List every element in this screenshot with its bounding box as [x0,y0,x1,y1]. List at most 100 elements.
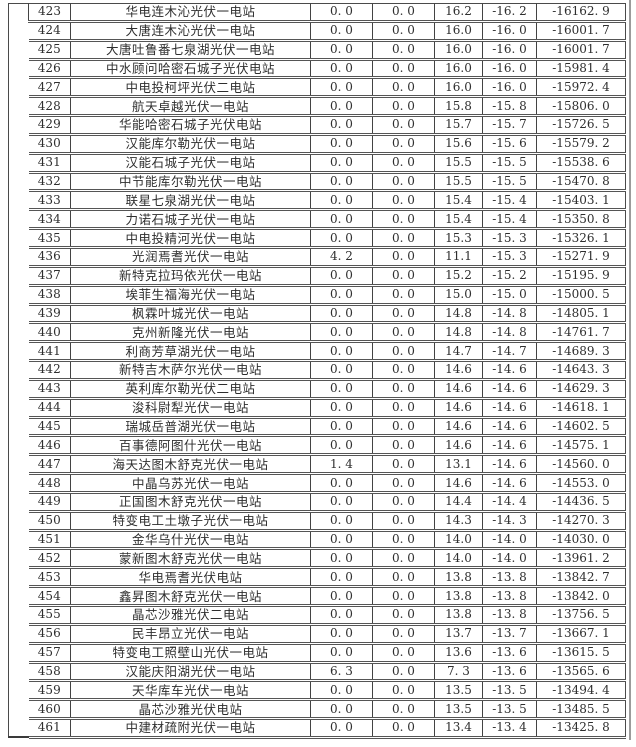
value-col5-cell: -16001. 7 [536,40,626,61]
value-col3-cell: 14.6 [434,473,483,494]
value-col1-cell: 0. 0 [310,548,373,570]
value-col3-cell: 13.8 [434,567,483,589]
value-col5-cell: -14030. 0 [536,530,626,551]
station-name-cell: 大唐吐鲁番七泉湖光伏一电站 [70,40,311,61]
table-row: 453 华电焉耆光伏电站 0. 0 0. 0 13.8 -13. 8 -13842. 7 [9,567,626,589]
value-col4-cell: -14. 8 [482,304,537,325]
value-col2-cell: 0. 0 [372,172,435,193]
value-col1-cell: 0. 0 [310,77,373,99]
row-number-cell: 453 [28,567,71,589]
station-name-cell: 中水顾问哈密石城子光伏电站 [70,59,311,80]
table-row: 427 中电投柯坪光伏二电站 0. 0 0. 0 16.0 -16. 0 -15972. 4 [9,77,626,99]
station-name-cell: 晶芯沙雅光伏电站 [70,699,311,721]
station-name-cell: 枫霖叶城光伏一电站 [70,304,311,325]
value-col4-cell: -13. 8 [482,567,537,589]
value-col2-cell: 0. 0 [372,680,435,702]
value-col1-cell: 0. 0 [310,266,373,287]
value-col4-cell: -14. 6 [482,398,537,419]
value-col5-cell: -13756. 5 [536,605,626,626]
value-col1-cell: 6. 3 [310,662,373,683]
table-row: 430 汉能库尔勒光伏一电站 0. 0 0. 0 15.6 -15. 6 -15579. 2 [9,134,626,155]
value-col2-cell: 0. 0 [372,266,435,287]
value-col1-cell: 0. 0 [310,209,373,231]
table-row: 451 金华乌什光伏一电站 0. 0 0. 0 14.0 -14. 0 -14030. 0 [9,530,626,551]
row-number-cell: 458 [28,662,71,683]
value-col3-cell: 13.7 [434,624,483,645]
value-col5-cell: -13842. 0 [536,586,626,607]
row-number-cell: 439 [28,304,71,325]
value-col2-cell: 0. 0 [372,153,435,174]
table-row: 429 华能哈密石城子光伏电站 0. 0 0. 0 15.7 -15. 7 -15726. … [9,115,626,136]
table-row: 457 特变电工照壁山光伏一电站 0. 0 0. 0 13.6 -13. 6 -13615.… [9,643,626,664]
value-col3-cell: 14.6 [434,360,483,381]
station-name-cell: 金华乌什光伏一电站 [70,530,311,551]
table-row: 448 中晶乌苏光伏一电站 0. 0 0. 0 14.6 -14. 6 -14553. 0 [9,473,626,494]
value-col4-cell: -16. 0 [482,21,537,42]
value-col2-cell: 0. 0 [372,511,435,532]
value-col2-cell: 0. 0 [372,247,435,268]
value-col3-cell: 15.8 [434,96,483,118]
value-col2-cell: 0. 0 [372,492,435,513]
table-row: 443 英利库尔勒光伏二电站 0. 0 0. 0 14.6 -14. 6 -14629. 3 [9,379,626,400]
value-col3-cell: 16.0 [434,40,483,61]
value-col3-cell: 14.4 [434,492,483,513]
value-col1-cell: 0. 0 [310,567,373,589]
value-col4-cell: -13. 5 [482,699,537,721]
value-col2-cell: 0. 0 [372,548,435,570]
value-col1-cell: 0. 0 [310,624,373,645]
value-col5-cell: -13485. 5 [536,699,626,721]
value-col4-cell: -14. 0 [482,530,537,551]
row-number-cell: 461 [28,718,71,739]
row-number-cell: 431 [28,153,71,174]
value-col2-cell: 0. 0 [372,699,435,721]
table-body: 423 华电连木沁光伏一电站 0. 0 0. 0 16.2 -16. 2 -16162. 9… [8,3,626,739]
value-col4-cell: -13. 6 [482,662,537,683]
value-col5-cell: -14436. 5 [536,492,626,513]
value-col1-cell: 0. 0 [310,153,373,174]
station-name-cell: 鑫昇图木舒克光伏一电站 [70,586,311,607]
value-col1-cell: 0. 0 [310,473,373,494]
station-name-cell: 中建材疏附光伏一电站 [70,718,311,739]
value-col2-cell: 0. 0 [372,643,435,664]
row-number-cell: 455 [28,605,71,626]
row-number-cell: 423 [28,3,71,23]
table-row: 437 新特克拉玛依光伏一电站 0. 0 0. 0 15.2 -15. 2 -15195. … [9,266,626,287]
value-col1-cell: 0. 0 [310,172,373,193]
value-col4-cell: -16. 0 [482,40,537,61]
value-col4-cell: -13. 7 [482,624,537,645]
value-col2-cell: 0. 0 [372,473,435,494]
value-col1-cell: 0. 0 [310,360,373,381]
value-col4-cell: -15. 7 [482,115,537,136]
row-number-cell: 436 [28,247,71,268]
value-col4-cell: -14. 0 [482,548,537,570]
value-col5-cell: -13961. 2 [536,548,626,570]
value-col1-cell: 0. 0 [310,680,373,702]
left-margin-cell [8,3,29,738]
value-col2-cell: 0. 0 [372,228,435,249]
value-col2-cell: 0. 0 [372,662,435,683]
row-number-cell: 456 [28,624,71,645]
value-col5-cell: -14618. 1 [536,398,626,419]
table-row: 450 特变电工土墩子光伏一电站 0. 0 0. 0 14.3 -14. 3 -14270.… [9,511,626,532]
value-col4-cell: -14. 6 [482,435,537,457]
value-col2-cell: 0. 0 [372,40,435,61]
value-col2-cell: 0. 0 [372,96,435,118]
station-name-cell: 克州新隆光伏一电站 [70,322,311,344]
value-col3-cell: 7. 3 [434,662,483,683]
value-col2-cell: 0. 0 [372,77,435,99]
row-number-cell: 448 [28,473,71,494]
station-name-cell: 中电投精河光伏一电站 [70,228,311,249]
station-name-cell: 百事德阿图什光伏一电站 [70,435,311,457]
value-col5-cell: -15195. 9 [536,266,626,287]
value-col3-cell: 11.1 [434,247,483,268]
station-name-cell: 华电焉耆光伏电站 [70,567,311,589]
value-col3-cell: 13.5 [434,680,483,702]
value-col3-cell: 15.4 [434,209,483,231]
value-col5-cell: -14553. 0 [536,473,626,494]
value-col2-cell: 0. 0 [372,605,435,626]
value-col4-cell: -14. 6 [482,417,537,438]
row-number-cell: 440 [28,322,71,344]
value-col5-cell: -15000. 5 [536,285,626,306]
value-col1-cell: 0. 0 [310,605,373,626]
